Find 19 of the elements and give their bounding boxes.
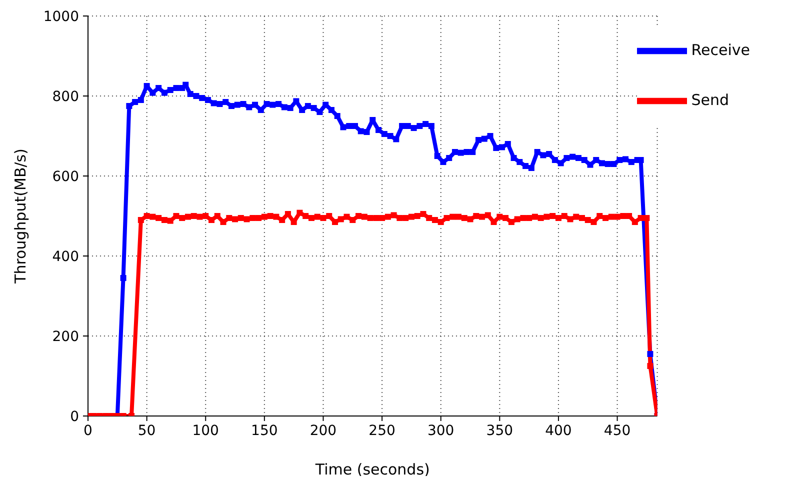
x-tick-label: 450 bbox=[604, 422, 631, 439]
y-tick-label: 400 bbox=[52, 248, 79, 265]
y-tick-label: 200 bbox=[52, 328, 79, 345]
y-tick-label: 0 bbox=[70, 408, 79, 425]
legend-label: Receive bbox=[691, 41, 750, 60]
x-tick-label: 100 bbox=[192, 422, 219, 439]
x-tick-label: 50 bbox=[138, 422, 156, 439]
x-tick-label: 150 bbox=[251, 422, 278, 439]
y-tick-label: 600 bbox=[52, 168, 79, 185]
y-axis-title: Throughput(MB/s) bbox=[11, 148, 30, 284]
x-tick-label: 300 bbox=[427, 422, 454, 439]
x-tick-label: 250 bbox=[368, 422, 396, 439]
x-tick-label: 350 bbox=[486, 422, 514, 439]
x-tick-label: 200 bbox=[310, 422, 337, 439]
x-tick-label: 0 bbox=[84, 422, 92, 439]
legend-label: Send bbox=[691, 91, 730, 110]
y-tick-label: 800 bbox=[52, 88, 79, 105]
y-tick-label: 1000 bbox=[43, 8, 79, 25]
x-tick-label: 400 bbox=[545, 422, 572, 439]
